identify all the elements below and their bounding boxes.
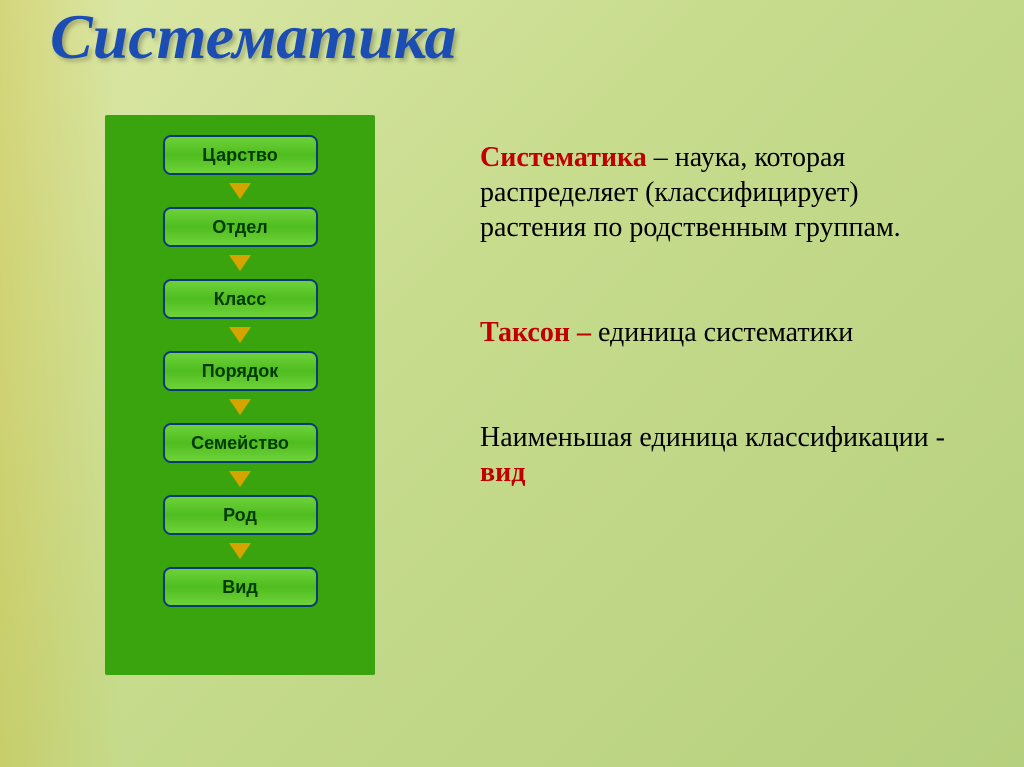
definition-taxon: Таксон – единица систематики: [480, 315, 960, 350]
slide-title: Систематика: [50, 0, 457, 74]
term-taxon: Таксон –: [480, 317, 598, 348]
down-arrow-icon: [229, 183, 251, 199]
taxon-level: Порядок: [163, 351, 318, 391]
down-arrow-icon: [229, 471, 251, 487]
smallest-unit-lead: Наименьшая единица классификации -: [480, 422, 945, 453]
taxon-level: Вид: [163, 567, 318, 607]
down-arrow-icon: [229, 255, 251, 271]
down-arrow-icon: [229, 327, 251, 343]
definition-smallest-unit: Наименьшая единица классификации - вид: [480, 420, 960, 490]
definitions-column: Систематика – наука, которая распределяе…: [480, 140, 960, 490]
definition-taxon-body: единица систематики: [598, 317, 853, 348]
taxonomy-hierarchy-panel: Царство Отдел Класс Порядок Семейство Род Вид: [105, 115, 375, 675]
down-arrow-icon: [229, 543, 251, 559]
background-accent: [0, 0, 120, 767]
taxon-level: Класс: [163, 279, 318, 319]
term-systematics: Систематика: [480, 142, 647, 173]
term-vid: вид: [480, 457, 525, 488]
taxon-level: Семейство: [163, 423, 318, 463]
taxon-level: Отдел: [163, 207, 318, 247]
down-arrow-icon: [229, 399, 251, 415]
taxon-level: Род: [163, 495, 318, 535]
slide: Систематика Царство Отдел Класс Порядок Семе…: [0, 0, 1024, 767]
definition-systematics: Систематика – наука, которая распределяе…: [480, 140, 960, 245]
taxon-level: Царство: [163, 135, 318, 175]
